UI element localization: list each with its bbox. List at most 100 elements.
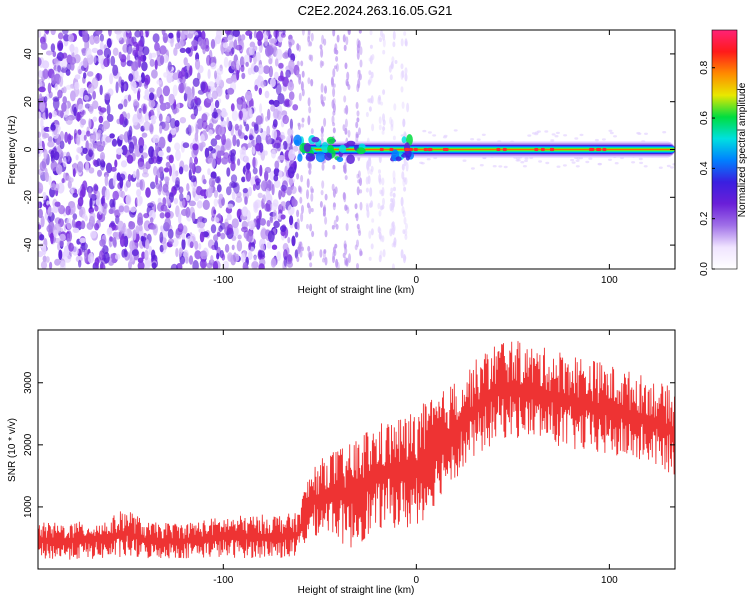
spectrogram-cell: [129, 257, 135, 263]
spectrogram-cell: [309, 41, 313, 47]
spectrogram-cell: [320, 132, 324, 139]
spectrogram-cell: [296, 69, 300, 78]
spectrogram-cell: [588, 157, 593, 160]
spectrogram-cell: [301, 123, 305, 128]
spectrogram-peak: [379, 147, 384, 152]
spectrogram-cell: [322, 258, 325, 263]
spectrogram-cell: [208, 177, 216, 188]
spectrogram-cell: [104, 188, 110, 201]
spectrogram-cell: [223, 56, 229, 68]
spectrogram-cell: [62, 157, 67, 168]
spectrogram-cell: [117, 103, 124, 110]
spectrogram-cell: [210, 224, 217, 234]
spectrogram-cell: [369, 187, 373, 197]
spectrogram-band: [304, 149, 675, 150]
spectrogram-cell: [95, 141, 102, 147]
spectrogram-cell: [266, 125, 271, 137]
spectrogram-cell: [332, 110, 336, 116]
spectrogram-cell: [214, 217, 220, 223]
spectrogram-cell: [403, 186, 407, 192]
spectrogram-cell: [239, 124, 243, 131]
spectrogram-cell: [179, 117, 187, 124]
spectrogram-cell: [99, 33, 104, 42]
spectrogram-cell: [390, 61, 394, 70]
spectrogram-cell: [370, 243, 374, 250]
spectrogram-cell: [298, 92, 302, 102]
spectrogram-cell: [62, 86, 67, 94]
spectrogram-cell: [258, 45, 263, 53]
spectrogram-cell: [137, 216, 143, 227]
spectrogram-cell: [380, 189, 384, 197]
spectrogram-cell: [75, 255, 83, 263]
spectrogram-cell: [159, 94, 164, 105]
spectrogram-cell: [213, 190, 219, 198]
spectrogram-cell: [132, 113, 139, 126]
spectrogram-cell: [45, 107, 49, 120]
spectrogram-cell: [197, 36, 203, 47]
spectrogram-cell: [131, 249, 139, 257]
spectrogram-cell: [300, 174, 304, 183]
spectrogram-cell: [112, 175, 116, 187]
spectrogram-cell: [144, 113, 149, 123]
spectrogram-cell: [296, 209, 300, 218]
spectrogram-cell: [297, 153, 303, 162]
spectrogram-cell: [108, 208, 114, 215]
spectrogram-cell: [111, 138, 118, 147]
spectrogram-cell: [377, 226, 381, 234]
spectrogram-cell: [57, 32, 64, 40]
spectrogram-cell: [176, 31, 181, 43]
spectrogram-cell: [277, 93, 285, 105]
spectrogram-cell: [38, 86, 46, 93]
spectrogram-cell: [172, 163, 176, 175]
spectrogram-cell: [301, 30, 305, 36]
spectrogram-cell: [320, 94, 324, 105]
spectrogram-cell: [96, 145, 104, 152]
spectrogram-cell: [120, 79, 125, 86]
spectrogram-cell: [183, 57, 188, 66]
spectrogram-cell: [268, 65, 273, 78]
spectrogram-cell: [152, 33, 160, 43]
spectrogram-cell: [76, 146, 83, 154]
spectrogram-cell: [66, 233, 71, 241]
spectrogram-cell: [419, 161, 424, 164]
spectrogram-cell: [80, 220, 86, 230]
snr-x-tick-label: -100: [213, 575, 233, 586]
spectrogram-cell: [322, 212, 326, 217]
spectrogram-cell: [389, 202, 393, 212]
spectrogram-cell: [230, 60, 236, 70]
spectrogram-cell: [401, 163, 405, 171]
spectrogram-cell: [58, 233, 66, 241]
spectrogram-cell: [67, 180, 72, 189]
spectrogram-cell: [271, 128, 278, 141]
spectrogram-cell: [158, 136, 166, 149]
spectrogram-cell: [356, 263, 359, 269]
spectrogram-cell: [332, 68, 336, 78]
spectrogram-cell: [470, 138, 475, 141]
spectrogram-cell: [265, 199, 273, 212]
spectrogram-cell: [74, 81, 80, 91]
spectrogram-cell: [40, 117, 44, 129]
spectrogram-peak: [427, 147, 432, 152]
spectrogram-cell: [333, 219, 337, 228]
spectrogram-cell: [367, 166, 371, 175]
spectrogram-cell: [359, 189, 363, 194]
spectrogram-cell: [570, 158, 575, 162]
spectrogram-cell: [442, 136, 447, 139]
spectrogram-cell: [106, 114, 114, 122]
spectrogram-cell: [327, 144, 334, 154]
spectrogram-cell: [392, 225, 396, 236]
spectrogram-cell: [403, 31, 407, 36]
spectrogram-cell: [368, 256, 372, 261]
spectrogram-cell: [135, 225, 140, 235]
spectrogram-cell: [204, 147, 210, 159]
spectrogram-cell: [92, 116, 98, 122]
spectrogram-cell: [141, 61, 148, 72]
spectrogram-cell: [357, 170, 361, 178]
spectrogram-cell: [229, 150, 233, 158]
spectrogram-cell: [278, 189, 282, 200]
spectrogram-cell: [324, 229, 328, 238]
spectrogram-cell: [392, 135, 396, 141]
spectrogram-cell: [41, 244, 47, 256]
spectrogram-cell: [354, 244, 358, 251]
spectrogram-cell: [48, 112, 53, 119]
